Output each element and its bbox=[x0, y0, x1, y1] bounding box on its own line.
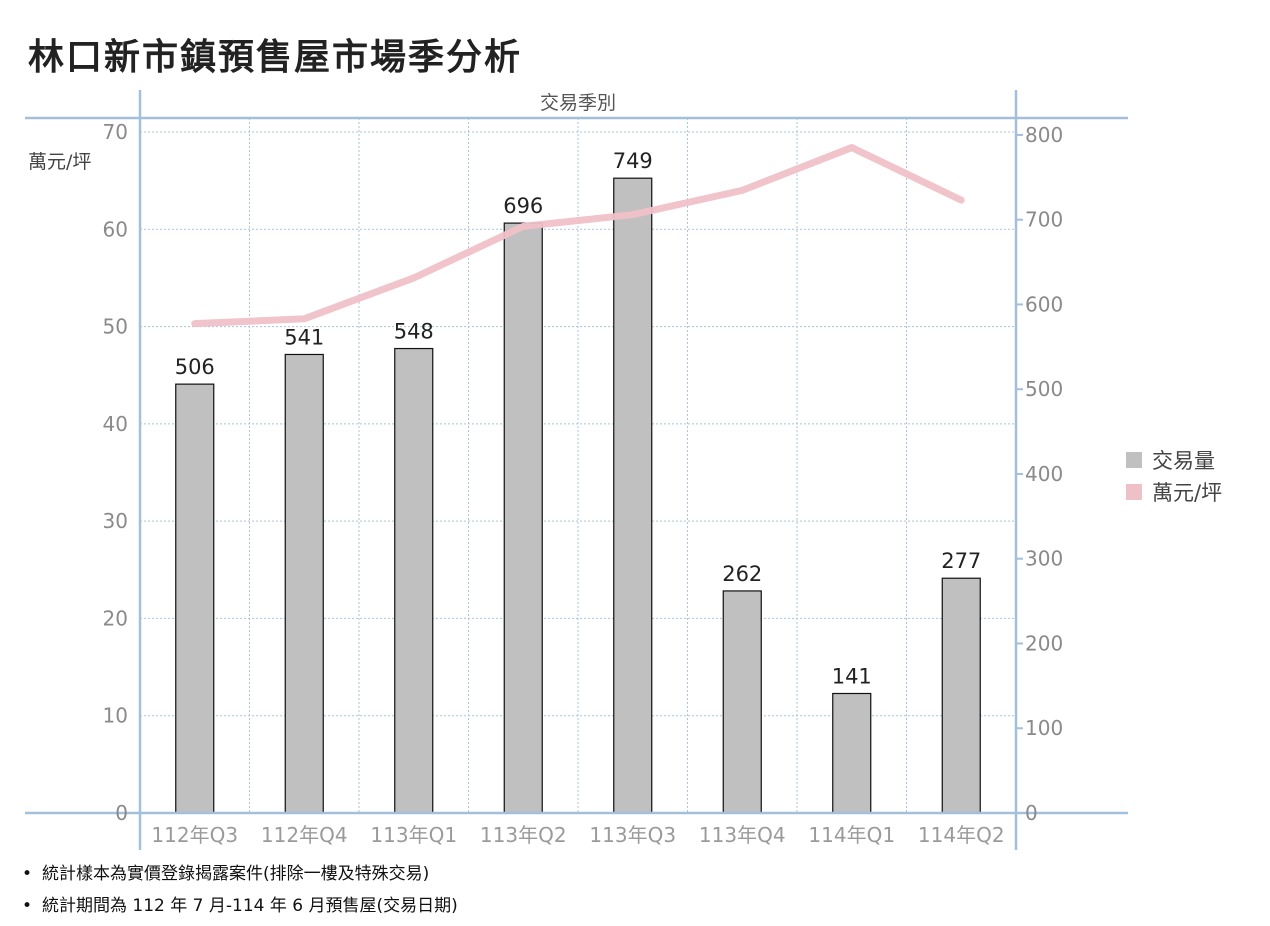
bar bbox=[284, 353, 324, 814]
footnote-text: 統計樣本為實價登錄揭露案件(排除一樓及特殊交易) bbox=[42, 864, 430, 884]
bar-value-label: 141 bbox=[832, 664, 872, 688]
right-tick-label: 400 bbox=[1025, 462, 1063, 486]
x-tick-label: 112年Q3 bbox=[151, 823, 238, 847]
left-tick-label: 60 bbox=[103, 217, 128, 241]
bullet-icon: • bbox=[22, 864, 33, 884]
right-tick-label: 600 bbox=[1025, 292, 1063, 316]
legend-label: 萬元/坪 bbox=[1152, 481, 1222, 505]
footnote: • 統計樣本為實價登錄揭露案件(排除一樓及特殊交易) bbox=[22, 860, 458, 892]
bar-value-label: 277 bbox=[941, 549, 981, 573]
axes bbox=[25, 90, 1128, 850]
bar bbox=[503, 222, 543, 814]
bar-value-label: 506 bbox=[175, 355, 215, 379]
right-tick-label: 300 bbox=[1025, 547, 1063, 571]
price-line bbox=[191, 144, 965, 328]
left-tick-label: 70 bbox=[103, 120, 128, 144]
bar bbox=[941, 577, 981, 814]
bullet-icon: • bbox=[22, 896, 33, 916]
x-tick-label: 113年Q3 bbox=[589, 823, 676, 847]
bar bbox=[832, 692, 872, 814]
legend-swatch-volume bbox=[1126, 452, 1142, 468]
footnote-text: 統計期間為 112 年 7 月-114 年 6 月預售屋(交易日期) bbox=[42, 896, 458, 916]
left-tick-label: 20 bbox=[103, 606, 128, 630]
bar-value-label: 541 bbox=[284, 325, 324, 349]
legend-swatch-price bbox=[1126, 484, 1142, 500]
y-axis-title: 萬元/坪 bbox=[28, 151, 91, 173]
right-tick-label: 0 bbox=[1025, 801, 1038, 825]
bar-value-label: 262 bbox=[722, 562, 762, 586]
chart-title: 林口新市鎮預售屋市場季分析 bbox=[28, 37, 523, 78]
right-tick-label: 700 bbox=[1025, 208, 1063, 232]
x-tick-label: 112年Q4 bbox=[261, 823, 348, 847]
right-tick-label: 500 bbox=[1025, 377, 1063, 401]
x-axis-title: 交易季別 bbox=[540, 92, 616, 114]
x-tick-label: 114年Q1 bbox=[808, 823, 895, 847]
left-tick-label: 0 bbox=[115, 801, 128, 825]
bar-value-label: 696 bbox=[503, 194, 543, 218]
right-tick-label: 100 bbox=[1025, 716, 1063, 740]
left-tick-label: 50 bbox=[103, 315, 128, 339]
x-tick-label: 113年Q4 bbox=[699, 823, 786, 847]
bar bbox=[394, 347, 434, 814]
right-tick-label: 800 bbox=[1025, 123, 1063, 147]
right-tick-label: 200 bbox=[1025, 631, 1063, 655]
x-tick-label: 114年Q2 bbox=[918, 823, 1005, 847]
bar bbox=[175, 383, 215, 814]
footnote: • 統計期間為 112 年 7 月-114 年 6 月預售屋(交易日期) bbox=[22, 892, 458, 924]
x-tick-label: 113年Q1 bbox=[370, 823, 457, 847]
footnotes: • 統計樣本為實價登錄揭露案件(排除一樓及特殊交易) • 統計期間為 112 年… bbox=[22, 860, 458, 924]
bar bbox=[613, 177, 653, 814]
left-tick-label: 30 bbox=[103, 509, 128, 533]
line-series bbox=[191, 144, 965, 328]
bar-series bbox=[175, 177, 981, 814]
legend-label: 交易量 bbox=[1152, 449, 1215, 473]
x-tick-label: 113年Q2 bbox=[480, 823, 567, 847]
left-tick-label: 10 bbox=[103, 704, 128, 728]
left-tick-label: 40 bbox=[103, 412, 128, 436]
bar bbox=[722, 590, 762, 814]
bar-value-label: 548 bbox=[394, 320, 434, 344]
bar-value-label: 749 bbox=[613, 149, 653, 173]
